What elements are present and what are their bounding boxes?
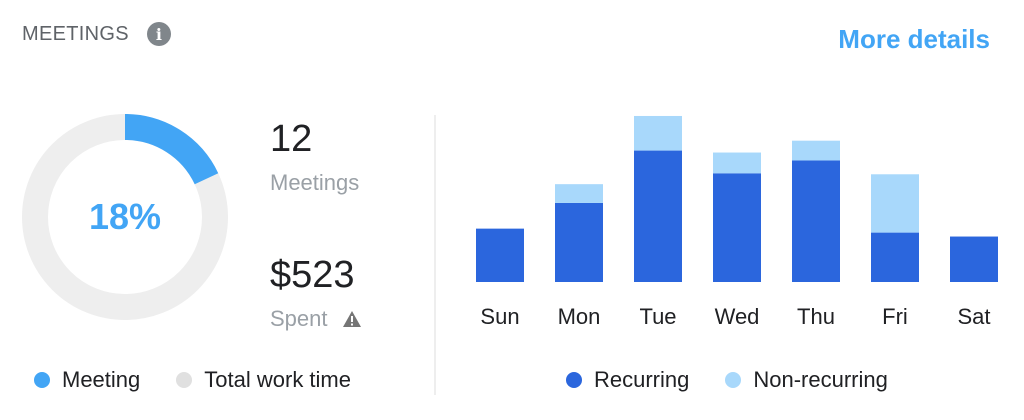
legend-total-work-time: Total work time <box>176 367 351 393</box>
legend-nonrecurring-label: Non-recurring <box>753 367 888 392</box>
donut-meeting-arc <box>22 114 228 320</box>
x-tick-label-sun: Sun <box>480 304 519 329</box>
x-tick-label-sat: Sat <box>957 304 990 329</box>
legend-recurring-label: Recurring <box>594 367 690 392</box>
weekly-meetings-bar-chart: Sun Mon Tue Wed Thu Fri Sat <box>476 115 998 329</box>
more-details-link[interactable]: More details <box>838 24 990 54</box>
x-tick-label-mon: Mon <box>558 304 601 329</box>
bar-thu-nonrecurring[interactable] <box>792 140 840 161</box>
bar-tue-recurring[interactable] <box>634 150 682 282</box>
donut-chart <box>22 114 228 320</box>
legend-meeting-label: Meeting <box>62 367 141 392</box>
x-tick-label-tue: Tue <box>639 304 676 329</box>
bar-fri-recurring[interactable] <box>871 232 919 282</box>
meetings-count: 12 <box>270 118 313 160</box>
nonrecurring-dot-icon <box>725 372 742 388</box>
bar-thu-recurring[interactable] <box>792 160 840 282</box>
x-tick-label-thu: Thu <box>797 304 835 329</box>
recurring-dot-icon <box>566 372 582 388</box>
legend-recurring: Recurring <box>566 367 689 393</box>
spent-amount: $523 <box>270 254 355 296</box>
spent-label: Spent <box>270 306 328 331</box>
spent-stat: $523 Spent <box>270 256 362 332</box>
info-icon[interactable]: i <box>146 22 171 46</box>
meetings-header: MEETINGS i <box>22 22 171 46</box>
bar-wed-nonrecurring[interactable] <box>713 152 761 174</box>
spent-label-row: Spent <box>270 306 362 332</box>
bar-sun-recurring[interactable] <box>476 228 524 282</box>
meetings-stat: 12 Meetings <box>270 120 359 196</box>
bar-tue-nonrecurring[interactable] <box>634 115 682 151</box>
meetings-label: Meetings <box>270 170 360 195</box>
bar-wed-recurring[interactable] <box>713 173 761 282</box>
legend-total-label: Total work time <box>204 367 351 392</box>
donut-percent: 18% <box>88 196 162 237</box>
meeting-time-donut: 18% <box>20 112 230 322</box>
section-divider <box>434 115 436 395</box>
bar-legend: Recurring Non-recurring <box>566 367 924 393</box>
warning-icon[interactable] <box>342 310 362 328</box>
x-tick-label-wed: Wed <box>715 304 760 329</box>
legend-meeting: Meeting <box>34 367 140 393</box>
legend-nonrecurring: Non-recurring <box>725 367 888 393</box>
total-work-dot-icon <box>176 372 193 388</box>
bar-mon-recurring[interactable] <box>555 202 603 282</box>
bar-sat-recurring[interactable] <box>950 236 998 282</box>
meeting-dot-icon <box>34 372 50 388</box>
bar-fri-nonrecurring[interactable] <box>871 174 919 233</box>
donut-legend: Meeting Total work time <box>34 367 387 393</box>
x-tick-label-fri: Fri <box>882 304 908 329</box>
bar-mon-nonrecurring[interactable] <box>555 184 603 203</box>
section-title: MEETINGS <box>22 22 129 45</box>
